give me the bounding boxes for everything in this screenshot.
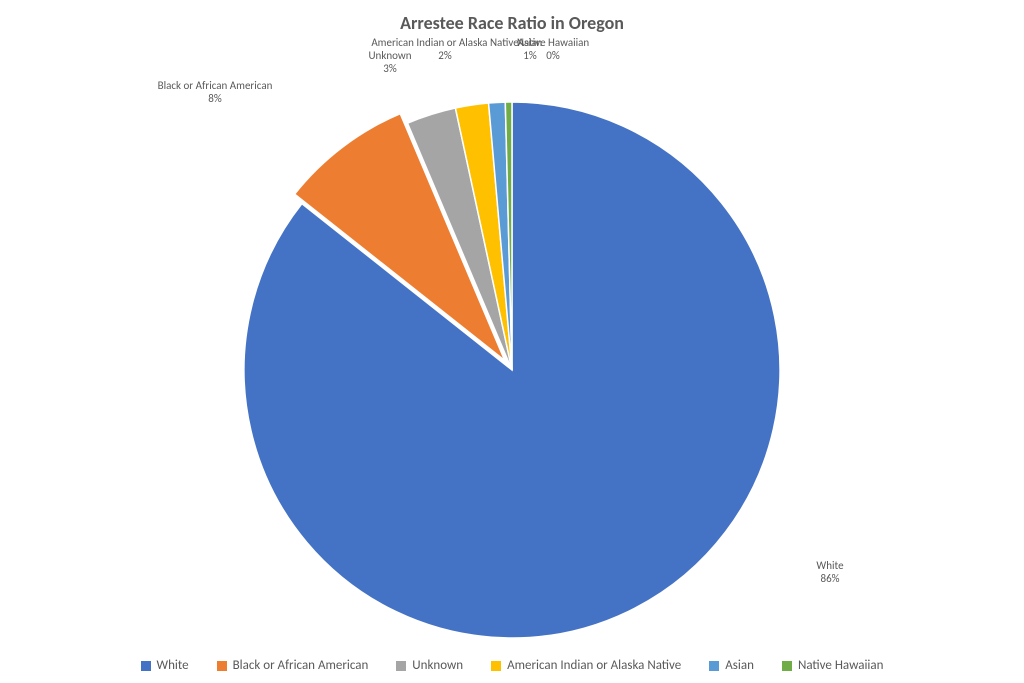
data-label-3: American Indian or Alaska Native2%: [371, 37, 518, 62]
legend-label: Native Hawaiian: [798, 658, 884, 673]
legend-swatch: [396, 661, 406, 671]
pie-chart-container: Arrestee Race Ratio in Oregon White86%Bl…: [0, 0, 1024, 683]
legend-item-2: Unknown: [396, 658, 463, 673]
legend-item-1: Black or African American: [217, 658, 369, 673]
data-label-name: Black or African American: [158, 79, 273, 92]
legend-item-4: Asian: [709, 658, 754, 673]
data-label-pct: 0%: [546, 49, 559, 62]
legend-label: White: [157, 658, 189, 673]
data-label-5: Native Hawaiian0%: [517, 37, 589, 62]
pie-slice-5: [0, 0, 1024, 683]
data-label-1: Black or African American8%: [158, 80, 273, 105]
data-label-pct: 86%: [820, 572, 839, 585]
data-label-pct: 3%: [383, 62, 396, 75]
legend-swatch: [782, 661, 792, 671]
data-label-name: Native Hawaiian: [517, 36, 589, 49]
data-label-pct: 8%: [208, 92, 221, 105]
legend-label: Black or African American: [233, 658, 369, 673]
data-label-name: White: [816, 559, 843, 572]
data-label-0: White86%: [816, 560, 843, 585]
data-label-name: American Indian or Alaska Native: [371, 36, 518, 49]
data-label-pct: 2%: [438, 49, 451, 62]
pie-plot-area: White86%Black or African American8%Unkno…: [0, 0, 1024, 683]
legend-label: Asian: [725, 658, 754, 673]
legend: White Black or African American Unknown Ame…: [0, 658, 1024, 673]
legend-item-3: American Indian or Alaska Native: [491, 658, 681, 673]
legend-item-0: White: [141, 658, 189, 673]
legend-item-5: Native Hawaiian: [782, 658, 884, 673]
legend-label: Unknown: [412, 658, 463, 673]
legend-label: American Indian or Alaska Native: [507, 658, 681, 673]
legend-swatch: [217, 661, 227, 671]
legend-swatch: [709, 661, 719, 671]
legend-swatch: [491, 661, 501, 671]
legend-swatch: [141, 661, 151, 671]
